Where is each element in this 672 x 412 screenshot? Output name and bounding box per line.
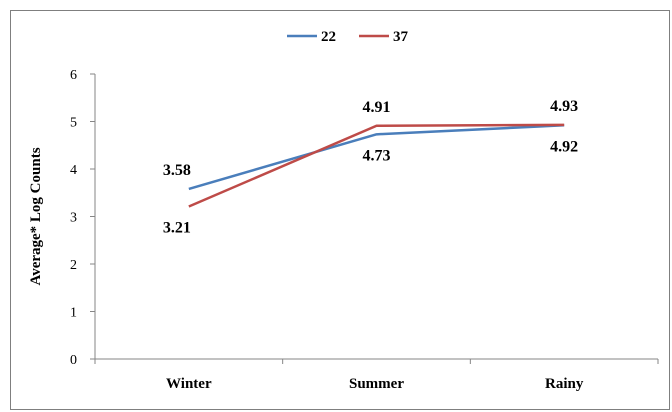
data-label-37: 3.21: [163, 220, 191, 237]
y-tick-label: 2: [70, 258, 77, 273]
data-label-22: 4.73: [363, 147, 391, 164]
y-axis-title: Average* Log Counts: [28, 147, 44, 285]
y-tick-label: 1: [70, 306, 77, 321]
axes: 0 1 2 3 4 5 6 Winter Summer Rainy: [70, 68, 659, 392]
chart-frame: [10, 10, 670, 410]
legend: 22 37: [287, 29, 409, 45]
y-tick-label: 3: [70, 211, 77, 226]
series-line-22: [188, 124, 565, 191]
y-tick-label: 4: [70, 163, 77, 178]
y-tick-label: 0: [70, 353, 77, 368]
data-label-22: 3.58: [163, 162, 191, 179]
legend-label-37: 37: [393, 29, 409, 45]
y-tick-label: 6: [70, 68, 77, 83]
data-label-37: 4.91: [363, 99, 391, 116]
series-line-37: [188, 123, 565, 208]
data-label-22: 4.92: [550, 138, 578, 155]
data-labels: 3.58 3.21 4.73 4.91 4.92 4.93: [163, 98, 578, 237]
legend-label-22: 22: [321, 29, 336, 45]
x-tick-label: Summer: [349, 376, 404, 392]
y-tick-label: 5: [70, 116, 77, 131]
x-tick-label: Rainy: [545, 376, 584, 392]
data-label-37: 4.93: [550, 98, 578, 115]
x-tick-label: Winter: [166, 376, 212, 392]
series-group: [188, 123, 565, 208]
